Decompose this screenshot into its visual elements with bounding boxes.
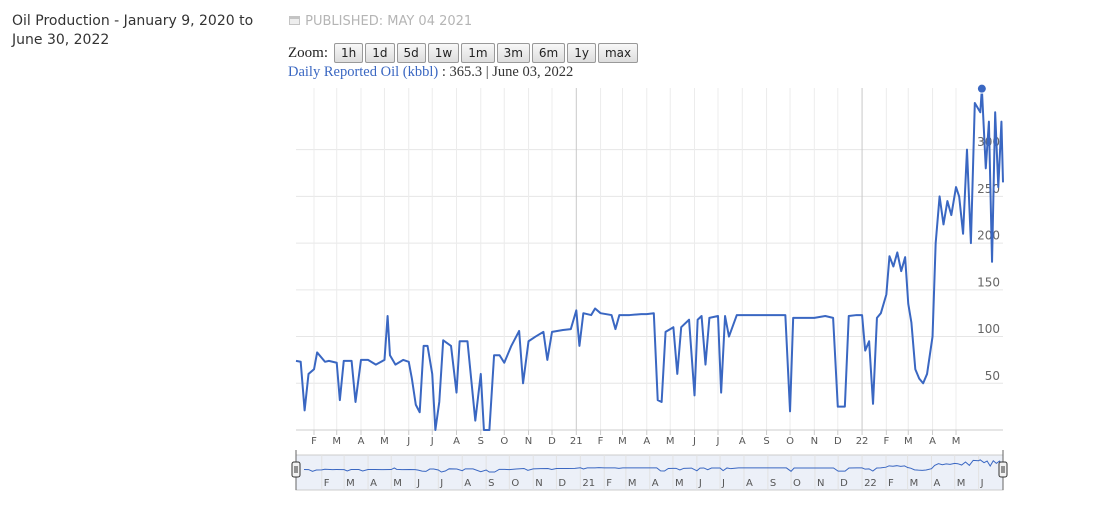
x-tick-label: O	[500, 436, 508, 447]
tooltip: Daily Reported Oil (kbbl) : 365.3 | June…	[288, 64, 573, 81]
x-tick-label: A	[929, 436, 936, 447]
x-tick-label: M	[952, 436, 961, 447]
x-tick-label: J	[430, 436, 434, 447]
x-tick-label: S	[478, 436, 484, 447]
navigator-tick-label: M	[628, 478, 637, 489]
navigator-tick-label: J	[698, 478, 702, 489]
zoom-button[interactable]: max	[597, 43, 639, 63]
x-tick-label: F	[598, 436, 604, 447]
x-tick-label: A	[358, 436, 365, 447]
navigator-tick-label: 22	[864, 478, 877, 489]
x-tick-label: M	[332, 436, 341, 447]
zoom-bar: Zoom: 1h 1d 5d 1w 1m 3m 6m 1y max	[288, 43, 639, 63]
navigator-tick-label: D	[558, 478, 566, 489]
navigator-handle[interactable]	[998, 461, 1008, 478]
navigator-tick-label: M	[910, 478, 919, 489]
navigator-tick-label: M	[393, 478, 402, 489]
x-tick-label: J	[716, 436, 720, 447]
x-tick-label: A	[739, 436, 746, 447]
x-tick-label: N	[811, 436, 818, 447]
x-tick-label: N	[525, 436, 532, 447]
published-date: PUBLISHED: MAY 04 2021	[288, 14, 472, 29]
navigator-tick-label: F	[606, 478, 612, 489]
navigator-tick-label: A	[370, 478, 377, 489]
y-tick-label: 150	[977, 275, 1000, 289]
zoom-button[interactable]: 1w	[427, 43, 460, 63]
navigator-tick-label: A	[934, 478, 941, 489]
hover-marker	[976, 83, 987, 94]
x-tick-label: J	[692, 436, 696, 447]
x-tick-label: O	[786, 436, 794, 447]
x-tick-label: 21	[570, 436, 583, 447]
zoom-button[interactable]: 5d	[396, 43, 426, 63]
tooltip-value: : 365.3	[441, 64, 483, 80]
navigator-tick-label: J	[980, 478, 984, 489]
navigator-tick-label: J	[439, 478, 443, 489]
x-tick-label: F	[311, 436, 317, 447]
navigator-tick-label: N	[535, 478, 542, 489]
y-tick-label: 100	[977, 322, 1000, 336]
x-tick-label: A	[643, 436, 650, 447]
zoom-button[interactable]: 1m	[461, 43, 495, 63]
navigator-tick-label: A	[464, 478, 471, 489]
navigator-tick-label: N	[817, 478, 824, 489]
x-tick-label: J	[406, 436, 410, 447]
x-tick-label: S	[763, 436, 769, 447]
navigator-tick-label: M	[675, 478, 684, 489]
zoom-button[interactable]: 1h	[334, 43, 364, 63]
navigator-tick-label: S	[770, 478, 776, 489]
navigator-tick-label: F	[324, 478, 330, 489]
x-tick-label: M	[380, 436, 389, 447]
x-tick-label: M	[904, 436, 913, 447]
navigator-tick-label: M	[346, 478, 355, 489]
calendar-icon	[289, 16, 300, 25]
navigator-tick-label: M	[957, 478, 966, 489]
navigator-tick-label: S	[488, 478, 494, 489]
navigator-tick-label: J	[416, 478, 420, 489]
published-text: PUBLISHED: MAY 04 2021	[305, 14, 473, 29]
navigator-tick-label: A	[746, 478, 753, 489]
zoom-button[interactable]: 3m	[496, 43, 530, 63]
x-tick-label: 22	[856, 436, 869, 447]
x-tick-label: D	[834, 436, 842, 447]
zoom-button[interactable]: 6m	[531, 43, 566, 63]
navigator-tick-label: O	[793, 478, 801, 489]
series-name: Daily Reported Oil (kbbl)	[288, 64, 439, 80]
navigator-tick-label: 21	[582, 478, 595, 489]
x-tick-label: A	[453, 436, 460, 447]
x-tick-label: M	[618, 436, 627, 447]
x-tick-label: M	[666, 436, 675, 447]
x-tick-label: D	[548, 436, 556, 447]
y-tick-label: 50	[985, 369, 1000, 383]
navigator-tick-label: A	[652, 478, 659, 489]
navigator-tick-label: F	[888, 478, 894, 489]
tooltip-date: | June 03, 2022	[485, 64, 574, 80]
navigator-handle[interactable]	[291, 461, 301, 478]
navigator-tick-label: D	[840, 478, 848, 489]
zoom-label: Zoom:	[288, 44, 328, 61]
data-line	[295, 87, 1004, 431]
y-tick-label: 200	[977, 229, 1000, 243]
x-tick-label: F	[883, 436, 889, 447]
navigator-line	[303, 459, 1002, 473]
page-title: Oil Production - January 9, 2020 to June…	[12, 13, 254, 48]
navigator-tick-label: O	[511, 478, 519, 489]
zoom-button[interactable]: 1d	[365, 43, 395, 63]
y-tick-label: 250	[977, 182, 1000, 196]
navigator-tick-label: J	[721, 478, 725, 489]
zoom-button[interactable]: 1y	[567, 43, 596, 63]
